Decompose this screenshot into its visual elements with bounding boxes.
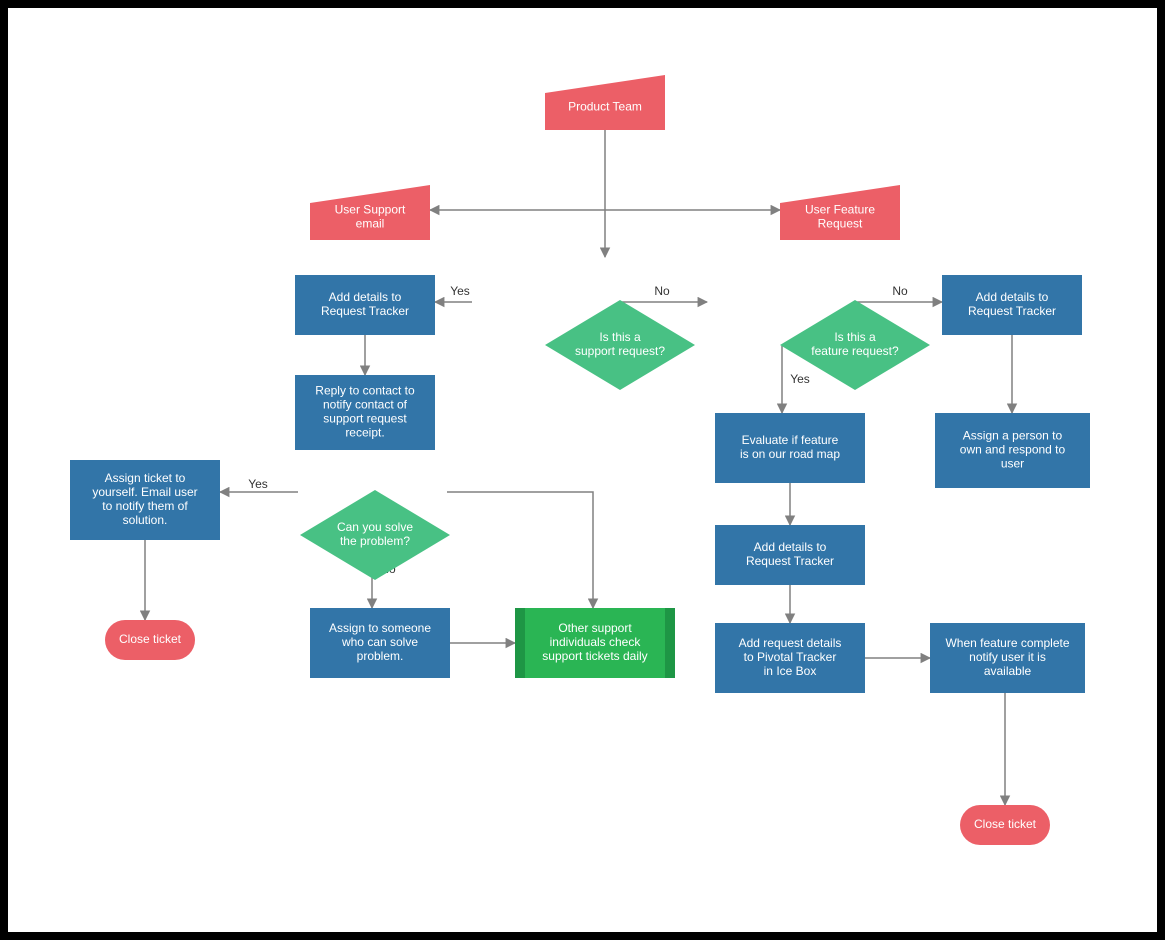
- edge-label: Yes: [790, 372, 810, 386]
- node-replyContact: Reply to contact tonotify contact ofsupp…: [295, 375, 435, 450]
- edge-label: Yes: [248, 477, 268, 491]
- node-assignPerson: Assign a person toown and respond touser: [935, 413, 1090, 488]
- node-notifyUser: When feature completenotify user it isav…: [930, 623, 1085, 693]
- node-addDetails3: Add details toRequest Tracker: [942, 275, 1082, 335]
- node-label: Close ticket: [974, 817, 1037, 831]
- edge-label: No: [654, 284, 670, 298]
- edge-label: No: [892, 284, 908, 298]
- node-otherSupport: Other supportindividuals checksupport ti…: [515, 608, 675, 678]
- node-label: Product Team: [568, 100, 642, 114]
- flowchart-canvas: YesNoNoYesYesNoProduct TeamUser Supporte…: [0, 0, 1165, 940]
- node-label: Evaluate if featureis on our road map: [740, 433, 840, 461]
- node-evaluate: Evaluate if featureis on our road map: [715, 413, 865, 483]
- node-addPivotal: Add request detailsto Pivotal Trackerin …: [715, 623, 865, 693]
- node-label: Add details toRequest Tracker: [968, 290, 1056, 318]
- node-label: Close ticket: [119, 632, 182, 646]
- node-closeTicket1: Close ticket: [105, 620, 195, 660]
- node-assignSelf: Assign ticket toyourself. Email userto n…: [70, 460, 220, 540]
- node-assignOther: Assign to someonewho can solveproblem.: [310, 608, 450, 678]
- node-label: Add details toRequest Tracker: [746, 540, 834, 568]
- edge-label: Yes: [450, 284, 470, 298]
- node-closeTicket2: Close ticket: [960, 805, 1050, 845]
- node-label: Add details toRequest Tracker: [321, 290, 409, 318]
- node-addDetails1: Add details toRequest Tracker: [295, 275, 435, 335]
- node-label: Can you solvethe problem?: [337, 520, 413, 548]
- node-addDetails2: Add details toRequest Tracker: [715, 525, 865, 585]
